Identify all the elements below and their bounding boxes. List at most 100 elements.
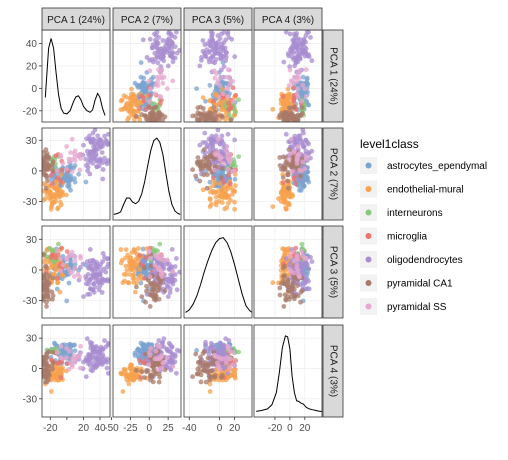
data-point: [140, 37, 146, 43]
data-point: [280, 175, 286, 180]
data-point: [137, 106, 143, 111]
x-tick-label: 20: [299, 423, 311, 434]
data-point: [78, 365, 83, 371]
data-point: [213, 51, 219, 56]
data-point: [207, 166, 213, 172]
data-point: [127, 272, 133, 277]
data-point: [131, 247, 137, 252]
data-point: [138, 94, 144, 99]
data-point: [228, 181, 233, 187]
data-point: [131, 280, 137, 285]
data-point: [68, 270, 73, 276]
x-tick-label: -40: [182, 423, 197, 434]
data-point: [48, 197, 53, 202]
data-point: [224, 86, 230, 92]
data-point: [299, 248, 305, 254]
data-point: [286, 202, 292, 208]
data-point: [69, 169, 75, 174]
data-point: [293, 275, 299, 281]
data-point: [105, 256, 110, 261]
data-point: [232, 199, 238, 205]
data-point: [120, 389, 126, 394]
scatter-points: [118, 336, 181, 394]
data-point: [84, 336, 90, 342]
data-point: [293, 245, 299, 251]
data-point: [207, 146, 213, 152]
data-point: [129, 86, 134, 92]
data-point: [144, 55, 150, 60]
data-point: [137, 267, 143, 272]
data-point: [297, 167, 302, 173]
data-point: [287, 67, 293, 73]
data-point: [280, 180, 286, 185]
data-point: [306, 266, 311, 272]
data-point: [226, 74, 232, 80]
data-point: [49, 289, 55, 295]
data-point: [225, 156, 231, 162]
data-point: [137, 358, 143, 363]
data-point: [213, 114, 219, 119]
data-point: [43, 373, 48, 378]
data-point: [148, 263, 154, 269]
data-point: [146, 78, 152, 84]
data-point: [300, 184, 306, 190]
data-point: [177, 269, 181, 275]
data-point: [300, 288, 305, 293]
data-point: [146, 362, 152, 368]
data-point: [206, 50, 212, 55]
data-point: [302, 86, 308, 92]
data-point: [302, 44, 308, 50]
data-point: [308, 254, 313, 260]
data-point: [285, 178, 290, 184]
data-point: [69, 136, 75, 142]
data-point: [153, 104, 159, 110]
data-point: [129, 263, 134, 269]
data-point: [159, 365, 165, 371]
data-point: [60, 262, 66, 268]
data-point: [205, 355, 211, 361]
data-point: [217, 36, 223, 41]
data-point: [155, 110, 161, 116]
data-point: [207, 381, 213, 387]
data-point: [294, 171, 299, 177]
data-point: [281, 304, 287, 309]
data-point: [72, 176, 77, 181]
data-point: [161, 58, 167, 64]
data-point: [165, 63, 171, 69]
data-point: [134, 348, 140, 353]
data-point: [154, 30, 160, 35]
data-point: [123, 94, 129, 100]
legend-item: pyramidal SS: [360, 298, 447, 315]
panel-r4-c4: [253, 324, 323, 418]
data-point: [161, 336, 167, 342]
data-point: [83, 179, 89, 185]
data-point: [207, 111, 213, 116]
legend: level1class astrocytes_ependymal endothel…: [360, 137, 487, 315]
data-point: [44, 304, 49, 309]
data-point: [49, 389, 54, 394]
data-point: [42, 150, 47, 155]
strip-label-top: PCA 3 (5%): [192, 15, 244, 26]
data-point: [223, 176, 229, 182]
data-point: [225, 166, 231, 172]
data-point: [230, 362, 236, 368]
data-point: [294, 31, 300, 36]
x-tick-label: 40: [94, 423, 106, 434]
data-point: [220, 86, 225, 92]
data-point: [64, 249, 70, 255]
data-point: [42, 181, 47, 187]
data-point: [147, 68, 153, 74]
data-point: [231, 99, 236, 104]
data-point: [174, 370, 179, 376]
data-point: [194, 86, 200, 91]
data-point: [216, 94, 222, 100]
data-point: [303, 156, 309, 162]
data-point: [57, 289, 63, 295]
data-point: [233, 183, 238, 189]
x-tick-label: 0: [146, 423, 152, 434]
panel-border: [112, 225, 182, 319]
data-point: [154, 45, 160, 51]
panel-border: [112, 127, 182, 221]
data-point: [230, 85, 236, 91]
